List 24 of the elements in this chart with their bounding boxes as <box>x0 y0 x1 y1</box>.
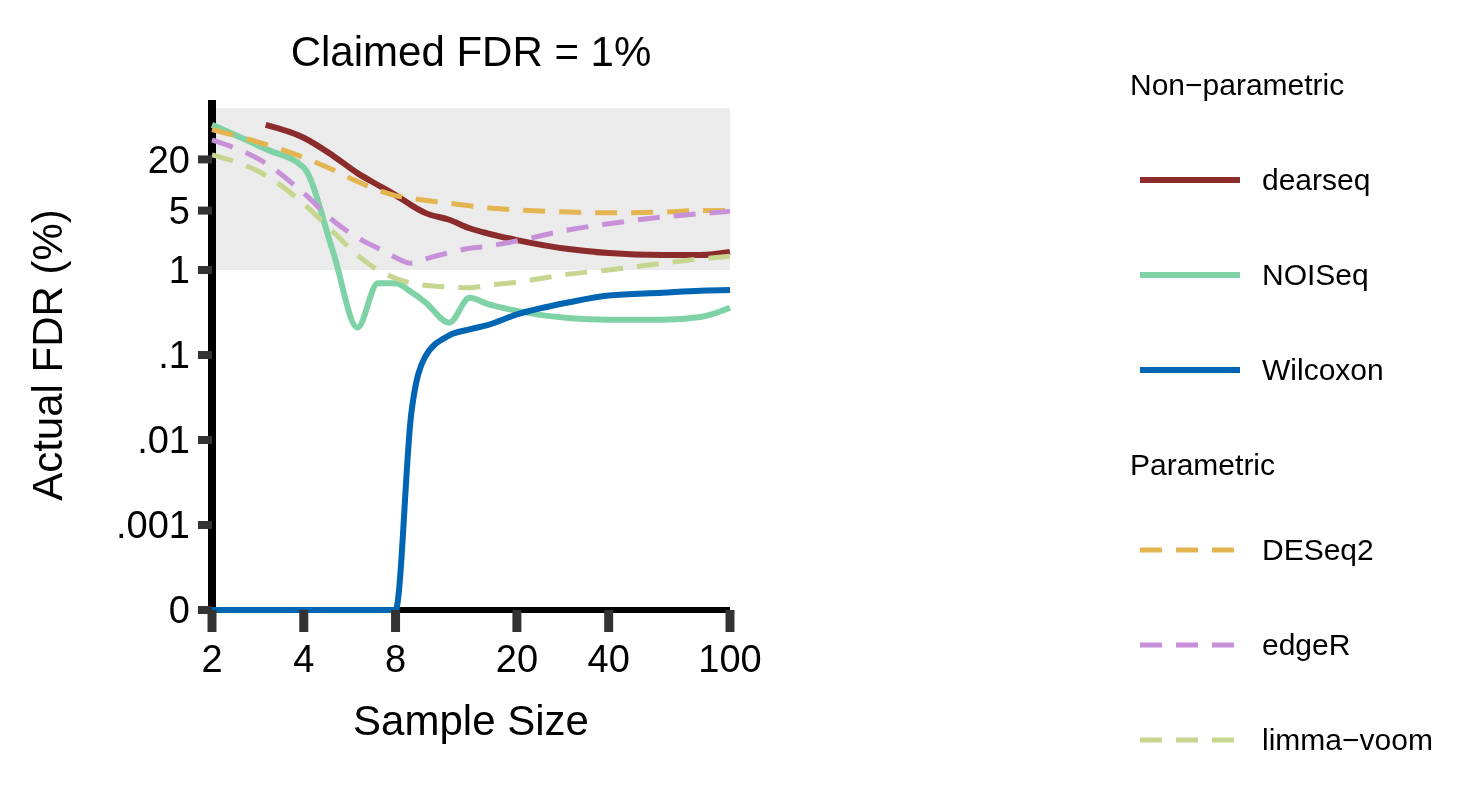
y-tick-label: 5 <box>168 189 190 232</box>
legend-title: Non−parametric <box>1130 68 1345 101</box>
x-tick-label: 2 <box>201 638 223 680</box>
legend-label: edgeR <box>1262 628 1351 661</box>
legend-label: NOISeq <box>1262 258 1369 291</box>
y-axis-title: Actual FDR (%) <box>24 209 71 501</box>
x-tick-label: 100 <box>698 638 762 680</box>
y-tick-label: 20 <box>147 138 190 181</box>
y-tick-label: .1 <box>158 334 190 377</box>
legend-label: dearseq <box>1262 163 1371 196</box>
x-tick-label: 40 <box>587 638 630 680</box>
x-axis-title: Sample Size <box>353 697 589 744</box>
chart-title: Claimed FDR = 1% <box>290 28 652 75</box>
y-tick-label: 1 <box>168 249 190 292</box>
x-tick-label: 20 <box>495 638 539 680</box>
y-tick-label: .001 <box>116 504 190 547</box>
text: Parametric <box>1130 448 1276 481</box>
legend-label: Wilcoxon <box>1262 353 1384 386</box>
x-tick-label: 8 <box>384 638 407 680</box>
legend-label: DESeq2 <box>1262 533 1374 566</box>
x-tick-label: 4 <box>293 638 315 680</box>
legend-label: limma−voom <box>1262 723 1433 756</box>
y-tick-label: 0 <box>168 589 190 632</box>
y-tick-label: .01 <box>137 419 190 462</box>
